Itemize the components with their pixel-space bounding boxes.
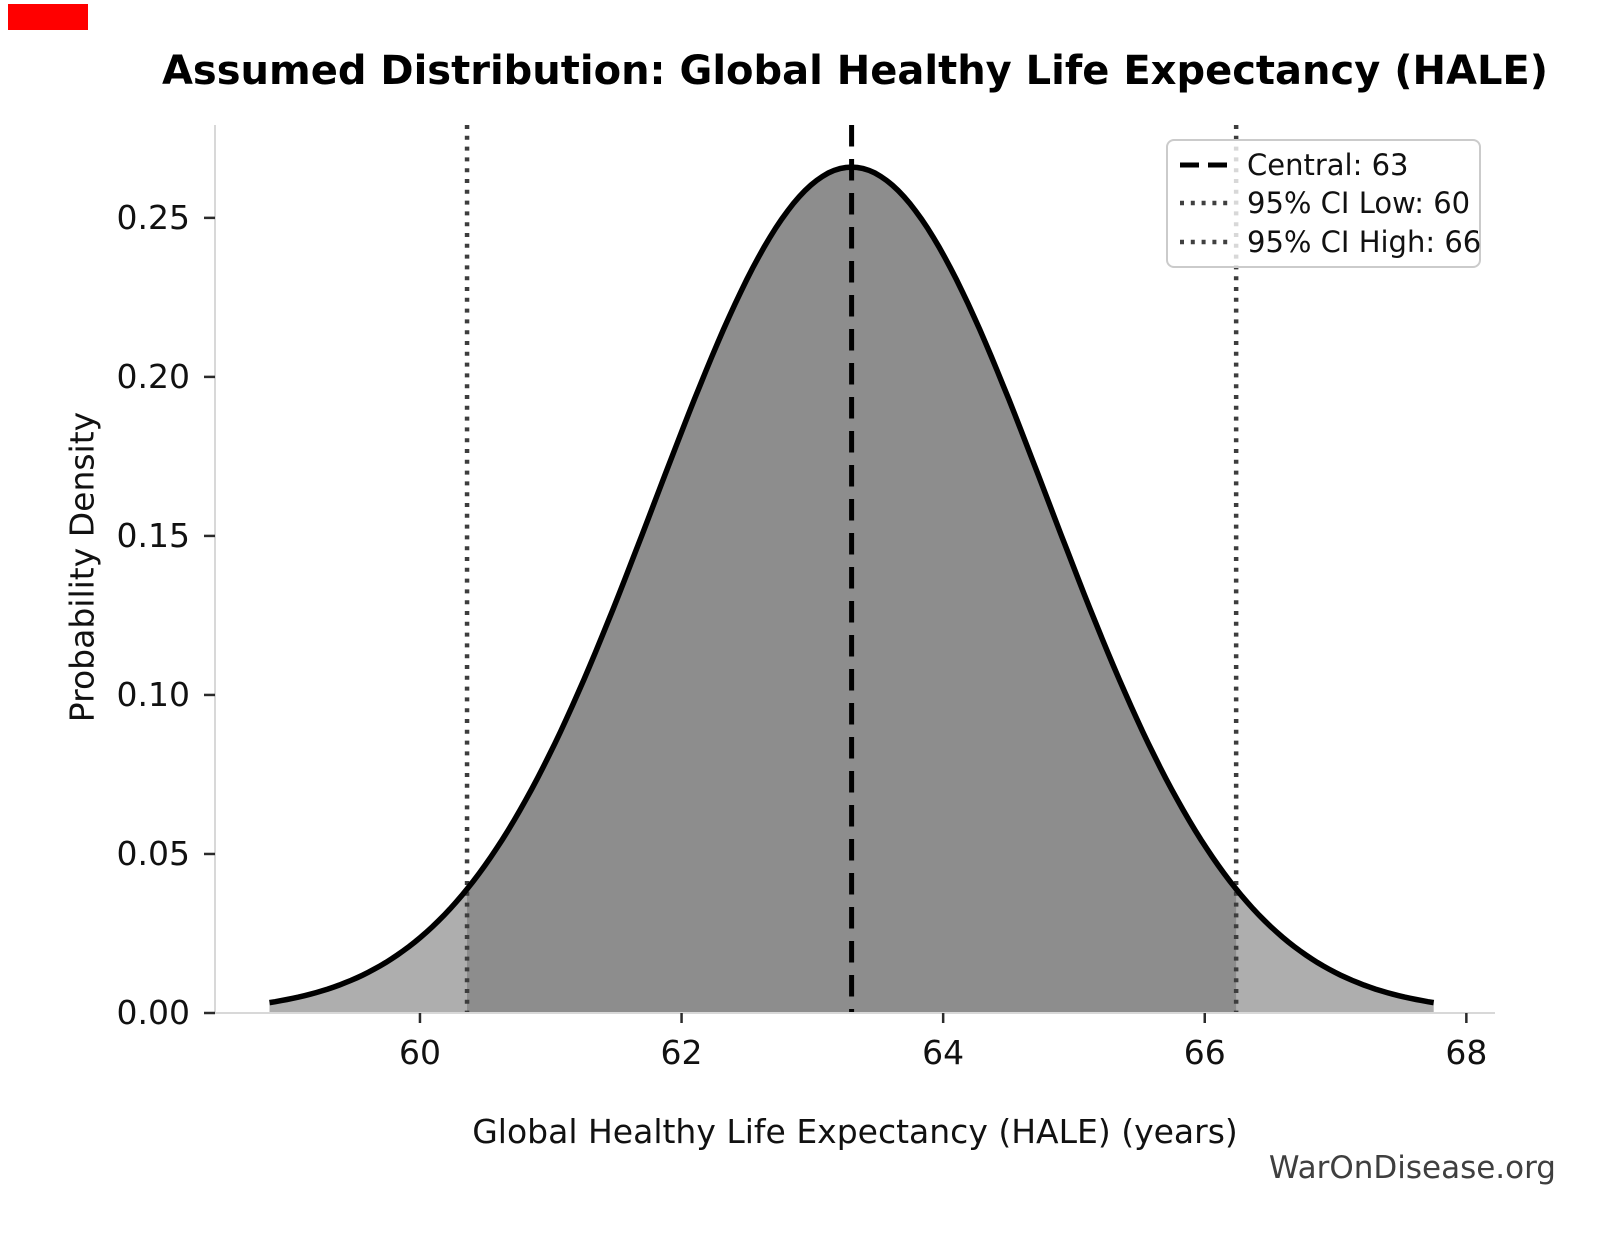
central-fill	[467, 167, 1237, 1014]
x-tick-label: 60	[398, 1033, 441, 1072]
legend-label: 95% CI Low: 60	[1247, 186, 1471, 221]
watermark: WarOnDisease.org	[1268, 1150, 1556, 1186]
x-tick-labels: 60 62 64 66 68	[0, 1031, 1614, 1081]
x-tick-label: 64	[922, 1033, 965, 1072]
y-tick-label: 0.10	[116, 674, 190, 714]
y-tick-labels: 0.00 0.05 0.10 0.15 0.20 0.25	[0, 0, 200, 1234]
y-tick-label: 0.15	[116, 515, 190, 555]
legend-item-central: Central: 63	[1178, 148, 1469, 182]
legend-item-ci-high: 95% CI High: 66	[1178, 225, 1481, 259]
legend-label: Central: 63	[1247, 148, 1409, 183]
dotted-line-sample-icon	[1180, 201, 1232, 206]
y-tick-label: 0.00	[116, 993, 190, 1032]
legend: Central: 63 95% CI Low: 60 95% CI High: …	[1166, 139, 1481, 268]
x-axis-label: Global Healthy Life Expectancy (HALE) (y…	[472, 1112, 1238, 1151]
y-tick-label: 0.20	[116, 356, 190, 396]
dotted-line-sample-icon	[1180, 239, 1232, 245]
x-tick-label: 62	[660, 1033, 703, 1072]
legend-item-ci-low: 95% CI Low: 60	[1178, 186, 1471, 221]
x-tick-label: 66	[1183, 1033, 1226, 1072]
x-tick-label: 68	[1445, 1033, 1488, 1072]
chart-title: Assumed Distribution: Global Healthy Lif…	[161, 48, 1549, 94]
dashed-line-sample-icon	[1180, 162, 1232, 168]
red-annotation-box	[8, 4, 88, 30]
y-tick-label: 0.05	[116, 833, 190, 873]
legend-label: 95% CI High: 66	[1247, 224, 1482, 259]
density-curve	[269, 164, 1435, 1006]
y-tick-label: 0.25	[116, 197, 190, 237]
